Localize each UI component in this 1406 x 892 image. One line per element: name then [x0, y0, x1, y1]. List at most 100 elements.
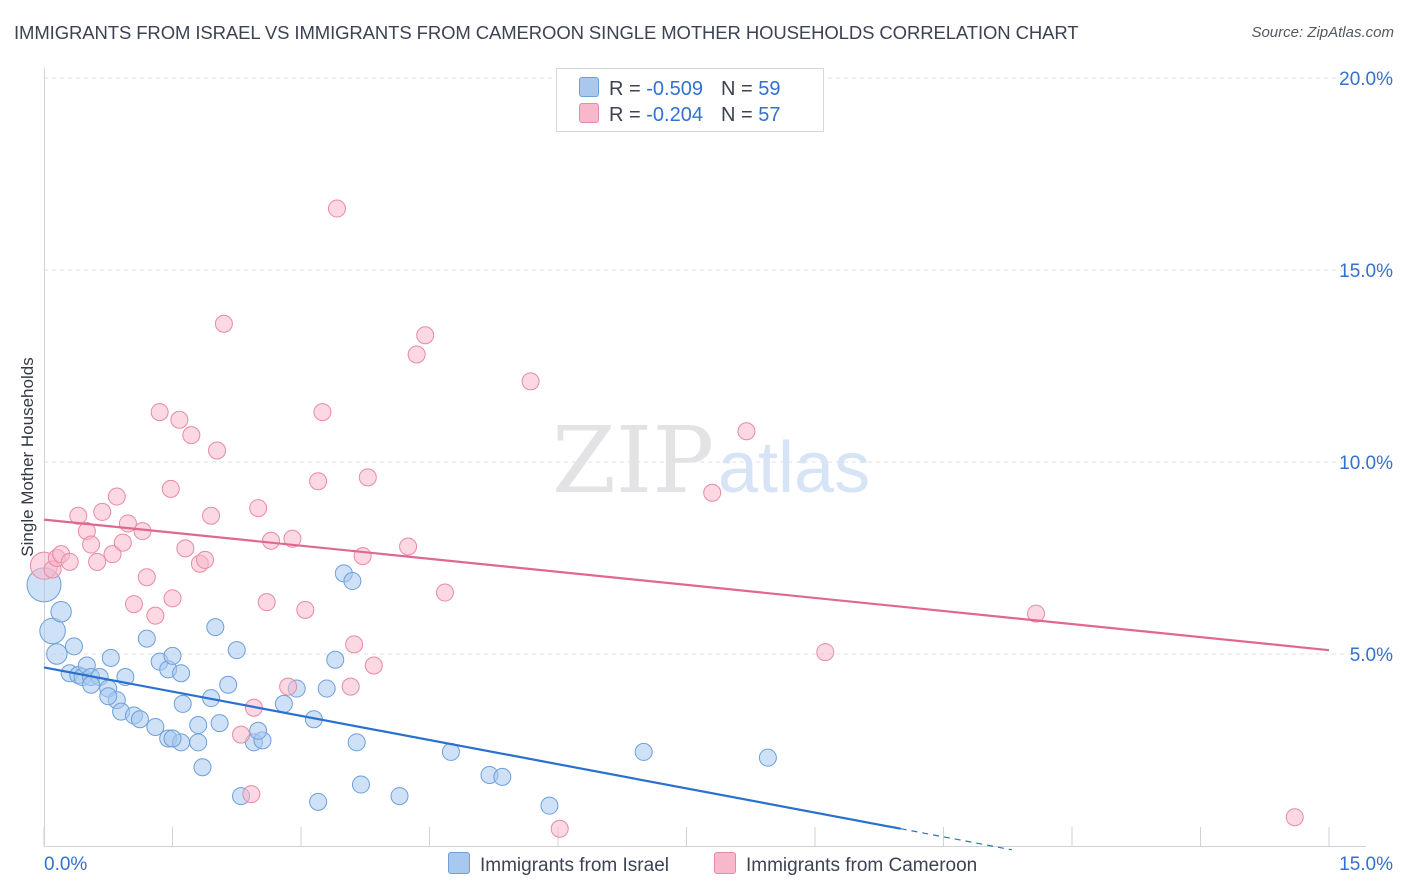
data-point — [208, 441, 227, 460]
r-label: R = — [609, 104, 647, 126]
correlation-stats-box: R = -0.509 N = 59 R = -0.204 N = 57 — [556, 68, 824, 132]
stats-row-cameroon: R = -0.204 N = 57 — [579, 103, 780, 126]
r-value: -0.509 — [646, 78, 703, 100]
data-point — [69, 506, 88, 525]
watermark-zip: ZIP — [552, 407, 714, 514]
data-point — [399, 537, 418, 556]
data-point — [193, 758, 212, 777]
data-point — [758, 748, 777, 767]
data-point — [493, 767, 512, 786]
series-1-points — [29, 199, 1304, 838]
cameroon-swatch — [579, 103, 599, 123]
n-label: N = — [720, 78, 759, 100]
data-point — [407, 345, 426, 364]
data-point — [326, 650, 345, 669]
data-point — [1027, 604, 1046, 623]
series-0-points — [26, 564, 777, 815]
trend-line-extension-0 — [900, 828, 1013, 851]
data-point — [317, 679, 336, 698]
x-tick-label-min: 0.0% — [44, 854, 87, 875]
data-point — [163, 646, 182, 665]
data-point — [1285, 808, 1304, 827]
data-point — [703, 483, 722, 502]
data-point — [351, 775, 370, 794]
data-point — [163, 729, 182, 748]
data-point — [249, 499, 268, 518]
legend-item-cameroon[interactable]: Immigrants from Cameroon — [714, 852, 977, 876]
data-point — [313, 403, 332, 422]
data-point — [107, 487, 126, 506]
data-point — [279, 677, 298, 696]
data-point — [60, 552, 79, 571]
data-point — [219, 675, 238, 694]
x-tick-labels: 0.0% 15.0% — [44, 854, 1393, 875]
trend-line-1 — [43, 518, 1330, 652]
x-ticks — [43, 827, 1330, 846]
data-point — [521, 372, 540, 391]
data-point — [99, 687, 118, 706]
data-point — [93, 502, 112, 521]
r-label: R = — [609, 78, 647, 100]
legend-swatch-israel — [448, 852, 470, 874]
r-value: -0.204 — [646, 104, 703, 126]
data-point — [634, 742, 653, 761]
data-point — [262, 531, 281, 550]
legend-label-israel: Immigrants from Israel — [480, 855, 669, 876]
axes — [44, 68, 1366, 847]
data-point — [227, 641, 246, 660]
data-point — [435, 583, 454, 602]
data-point — [274, 694, 293, 713]
chart-source: Source: ZipAtlas.com — [1251, 24, 1394, 41]
data-point — [214, 314, 233, 333]
data-point — [737, 422, 756, 441]
grid-lines — [44, 77, 1366, 655]
data-point — [39, 617, 66, 645]
stats-row-israel: R = -0.509 N = 59 — [579, 77, 781, 100]
n-label: N = — [720, 104, 759, 126]
chart-title: IMMIGRANTS FROM ISRAEL VS IMMIGRANTS FRO… — [14, 22, 1079, 43]
y-tick-labels: 5.0% 10.0% 15.0% 20.0% — [1339, 69, 1393, 666]
data-point — [130, 710, 149, 729]
data-point — [50, 601, 72, 623]
data-point — [150, 403, 169, 422]
data-point — [176, 539, 195, 558]
data-point — [103, 545, 122, 564]
data-point — [390, 787, 409, 806]
y-tick-label: 5.0% — [1350, 645, 1393, 666]
data-point — [309, 472, 328, 491]
data-point — [196, 550, 215, 569]
data-point — [353, 547, 372, 566]
series — [26, 199, 1330, 851]
data-point — [88, 552, 107, 571]
data-point — [309, 792, 328, 811]
watermark-atlas: atlas — [718, 428, 870, 508]
data-point — [257, 593, 276, 612]
data-point — [345, 635, 364, 654]
x-tick-label-max: 15.0% — [1339, 854, 1393, 875]
legend-label-cameroon: Immigrants from Cameroon — [746, 855, 978, 876]
data-point — [416, 326, 435, 345]
y-tick-label: 15.0% — [1339, 261, 1393, 282]
data-point — [206, 618, 225, 637]
data-point — [146, 606, 165, 625]
data-point — [82, 535, 101, 554]
n-value: 59 — [758, 78, 781, 100]
data-point — [64, 637, 83, 656]
data-point — [170, 410, 189, 429]
data-point — [137, 568, 156, 587]
data-point — [816, 643, 835, 662]
data-point — [296, 600, 315, 619]
data-point — [202, 506, 221, 525]
data-point — [210, 714, 229, 733]
data-point — [249, 721, 268, 740]
data-point — [146, 717, 165, 736]
data-point — [341, 677, 360, 696]
data-point — [189, 716, 208, 735]
legend-item-israel[interactable]: Immigrants from Israel — [448, 852, 669, 876]
data-point — [82, 675, 101, 694]
data-point — [364, 656, 383, 675]
data-point — [101, 648, 120, 667]
data-point — [550, 819, 569, 838]
data-point — [113, 533, 132, 552]
